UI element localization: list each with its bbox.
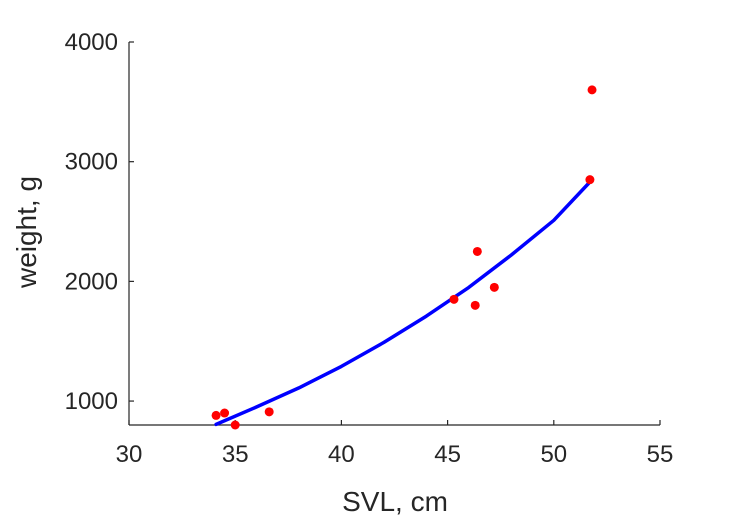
- x-axis-label: SVL, cm: [342, 486, 448, 517]
- x-tick-label: 40: [328, 441, 355, 468]
- x-ticks: 30 35 40 45 50 55: [116, 420, 674, 468]
- axes: [128, 42, 660, 426]
- y-ticks: 1000 2000 3000 4000: [65, 29, 134, 415]
- x-tick-label: 35: [222, 441, 249, 468]
- y-axis-label: weight, g: [11, 176, 42, 289]
- data-point: [449, 294, 459, 304]
- y-tick-label: 3000: [65, 149, 118, 176]
- data-point: [220, 408, 230, 418]
- data-point: [585, 175, 595, 185]
- data-point: [470, 300, 480, 310]
- data-point: [211, 410, 221, 420]
- y-tick-label: 4000: [65, 29, 118, 56]
- data-point: [472, 246, 482, 256]
- x-tick-label: 45: [434, 441, 461, 468]
- x-tick-label: 55: [647, 441, 674, 468]
- data-points: [211, 85, 597, 430]
- data-point: [489, 282, 499, 292]
- data-point: [230, 420, 240, 430]
- x-tick-label: 30: [116, 441, 143, 468]
- data-point: [587, 85, 597, 95]
- fit-line-group: [214, 180, 592, 427]
- y-tick-label: 1000: [65, 388, 118, 415]
- fit-curve: [214, 180, 592, 427]
- data-point: [264, 407, 274, 417]
- y-tick-label: 2000: [65, 268, 118, 295]
- x-tick-label: 50: [540, 441, 567, 468]
